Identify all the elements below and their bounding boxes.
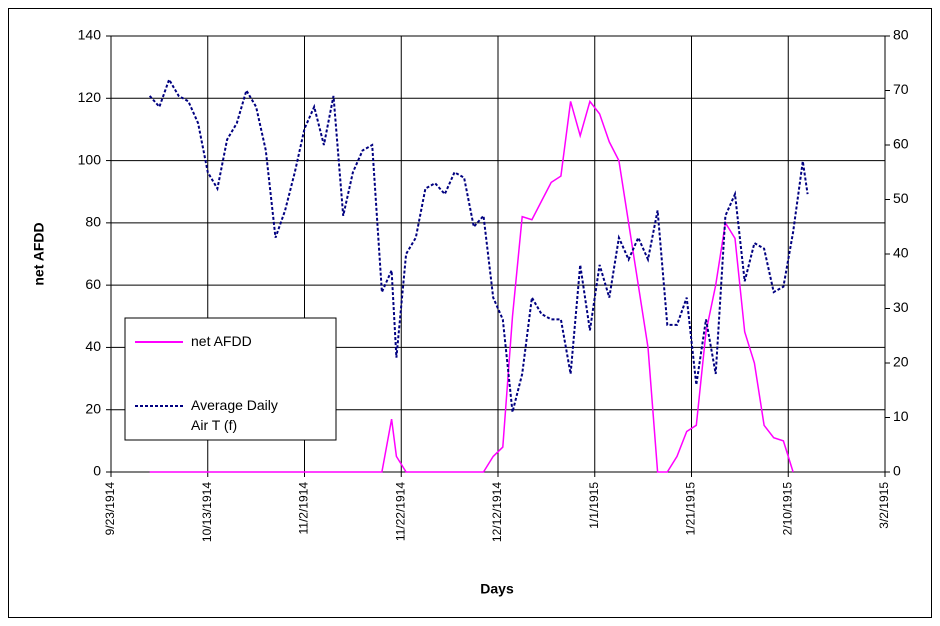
legend-label: Average Daily Air T (f): [191, 397, 278, 433]
y-axis-label: net AFDD: [31, 222, 47, 285]
legend-box: [124, 317, 337, 441]
y-tick-label: 60: [85, 276, 101, 292]
y2-tick-label: 70: [893, 81, 909, 97]
y2-tick-label: 20: [893, 354, 909, 370]
y-tick-label: 40: [85, 338, 101, 354]
series-line: [148, 77, 809, 413]
y2-tick-label: 40: [893, 245, 909, 261]
x-tick-label: 3/2/1915: [877, 482, 891, 529]
x-tick-label: 2/10/1915: [780, 482, 794, 536]
series-line: [149, 99, 794, 473]
y-tick-label: 80: [85, 214, 101, 230]
y2-tick-label: 10: [893, 408, 909, 424]
y-tick-label: 140: [78, 27, 102, 43]
y-tick-label: 120: [78, 89, 102, 105]
y2-tick-label: 80: [893, 27, 909, 43]
plot-border: [110, 35, 886, 473]
y-tick-label: 100: [78, 151, 102, 167]
x-tick-label: 12/12/1914: [490, 482, 504, 542]
x-tick-label: 10/13/1914: [200, 482, 214, 542]
x-tick-label: 1/21/1915: [684, 482, 698, 536]
x-tick-label: 1/1/1915: [587, 482, 601, 529]
x-tick-label: 11/2/1914: [297, 482, 311, 535]
y-tick-label: 20: [85, 400, 101, 416]
y-tick-label: 0: [93, 463, 101, 479]
y2-tick-label: 0: [893, 463, 901, 479]
y2-tick-label: 30: [893, 299, 909, 315]
x-tick-label: 11/22/1914: [393, 482, 407, 541]
y2-tick-label: 50: [893, 190, 909, 206]
x-tick-label: 9/23/1914: [103, 482, 117, 536]
x-axis-label: Days: [480, 581, 514, 597]
y2-tick-label: 60: [893, 136, 909, 152]
legend-label: net AFDD: [191, 333, 252, 349]
